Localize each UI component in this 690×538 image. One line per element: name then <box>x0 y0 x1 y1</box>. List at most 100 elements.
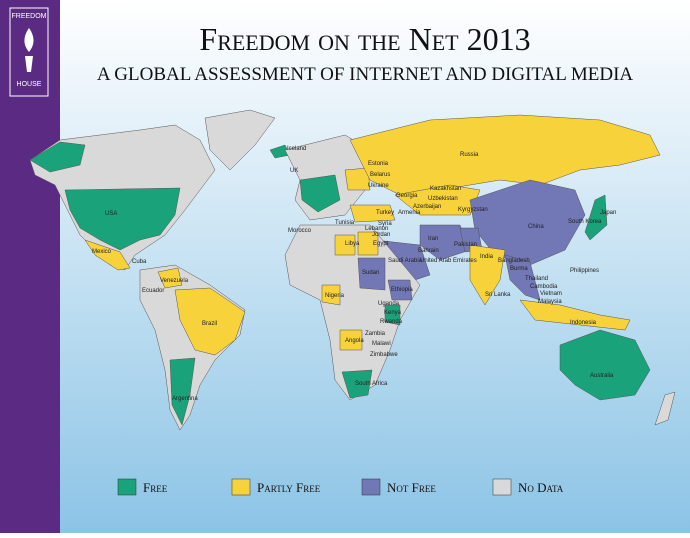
kenya <box>384 304 401 326</box>
logo-top: FREEDOM <box>12 13 47 20</box>
country-label: Cambodia <box>530 284 558 290</box>
china <box>469 179 586 266</box>
country-label: Venezuela <box>160 278 189 284</box>
country-label: Vietnam <box>540 291 562 297</box>
country-label: Iran <box>428 236 438 242</box>
country-label: Australia <box>590 373 614 379</box>
country-label: Belarus <box>370 172 390 178</box>
country-label: Libya <box>345 241 360 247</box>
legend-label: Not Free <box>387 480 436 495</box>
country-label: Pakistan <box>454 242 477 248</box>
country-label: Mexico <box>92 249 112 255</box>
brazil <box>174 287 246 356</box>
country-label: Ethiopia <box>391 287 413 293</box>
country-label: Bangladesh <box>498 258 530 264</box>
legend: Free Partly Free Not Free No Data <box>117 478 564 496</box>
country-label: Iceland <box>287 146 306 152</box>
logo-bottom: HOUSE <box>17 81 42 88</box>
country-label: Saudi Arabia <box>388 258 423 264</box>
indonesia <box>519 299 631 331</box>
nigeria <box>321 284 341 306</box>
country-label: Sudan <box>362 270 379 276</box>
title: Freedom on the Net 2013 <box>199 21 530 57</box>
south-africa <box>341 369 373 399</box>
sudan <box>357 257 386 291</box>
country-label: Ukraine <box>368 183 389 189</box>
egypt <box>357 231 379 256</box>
country-label: Armenia <box>398 210 421 216</box>
new-zealand <box>654 391 676 426</box>
country-label: Rwanda <box>380 319 403 325</box>
greenland <box>204 109 276 171</box>
country-label: Kyrgyzstan <box>458 207 488 213</box>
country-label: Cuba <box>132 259 147 265</box>
legend-swatch <box>231 478 251 496</box>
country-label: Morocco <box>288 228 312 234</box>
angola <box>339 329 363 351</box>
country-label: Russia <box>460 152 479 158</box>
country-label: Azerbaijan <box>413 204 441 210</box>
country-labels: Iceland UK Estonia Belarus Ukraine Russi… <box>92 146 616 402</box>
country-label: Bahrain <box>418 248 439 254</box>
southeast-asia <box>504 254 541 301</box>
legend-swatch <box>361 478 381 496</box>
country-label: Syria <box>378 221 392 227</box>
country-label: South Korea <box>568 219 602 225</box>
country-label: South Africa <box>355 381 388 387</box>
iran <box>419 224 471 261</box>
country-label: USA <box>105 211 117 217</box>
india <box>469 244 506 306</box>
ukraine <box>344 167 371 191</box>
turkey <box>349 204 396 223</box>
country-label: Indonesia <box>570 320 597 326</box>
country-label: Angola <box>345 338 364 344</box>
country-label: China <box>528 224 544 230</box>
country-label: Ecuador <box>142 288 164 294</box>
legend-swatch <box>117 478 137 496</box>
country-label: Lebanon <box>365 226 388 232</box>
country-label: Philippines <box>570 268 599 274</box>
usa <box>64 187 181 251</box>
country-label: Uzbekistan <box>428 196 458 202</box>
country-label: Uganda <box>378 301 400 307</box>
country-label: Burma <box>510 266 528 272</box>
subtitle: A Global Assessment of Internet and Digi… <box>97 64 634 85</box>
legend-label: Partly Free <box>257 480 321 495</box>
ethiopia <box>387 279 413 301</box>
logo-torch <box>24 28 34 72</box>
venezuela <box>157 267 183 289</box>
country-label: Nigeria <box>325 293 345 299</box>
australia <box>559 329 651 401</box>
country-label: Malaysia <box>538 299 562 305</box>
logo-box <box>9 7 49 97</box>
map <box>29 109 676 431</box>
legend-label: No Data <box>518 480 564 495</box>
country-label: United Arab Emirates <box>420 258 477 264</box>
country-label: Zambia <box>365 331 386 337</box>
country-label: Tunisia <box>335 220 355 226</box>
country-label: Turkey <box>376 210 394 216</box>
country-label: Zimbabwe <box>370 352 398 358</box>
country-label: Egypt <box>373 241 389 247</box>
legend-swatch <box>492 478 512 496</box>
country-label: Sri Lanka <box>485 292 511 298</box>
country-label: Brazil <box>202 321 217 327</box>
country-label: India <box>480 254 494 260</box>
country-label: Kazakhstan <box>430 186 461 192</box>
country-label: Japan <box>600 210 616 216</box>
country-label: UK <box>290 168 298 174</box>
country-label: Malawi <box>372 341 391 347</box>
japan <box>584 194 608 241</box>
country-label: Estonia <box>368 161 389 167</box>
mexico <box>84 239 131 271</box>
western-europe <box>299 174 341 213</box>
libya <box>334 234 356 256</box>
country-label: Kenya <box>384 310 402 316</box>
country-label: Jordan <box>372 232 390 238</box>
country-label: Georgia <box>396 193 418 199</box>
alaska <box>29 141 86 173</box>
legend-label: Free <box>143 480 168 495</box>
country-label: Thailand <box>525 276 548 282</box>
argentina <box>169 357 196 426</box>
